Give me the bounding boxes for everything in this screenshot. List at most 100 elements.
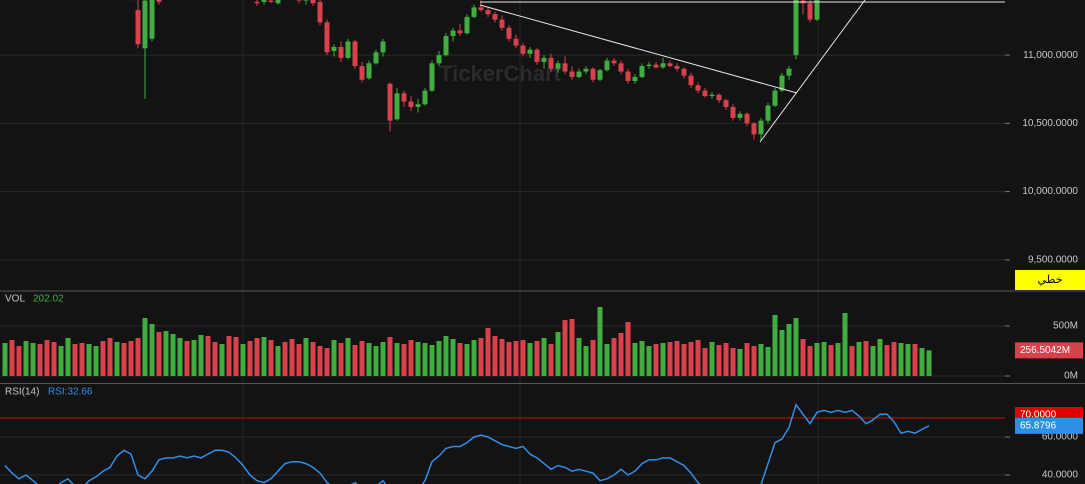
volume-bar xyxy=(779,330,785,376)
volume-bar xyxy=(730,348,736,376)
rsi-subtitle: RSI:32.66 xyxy=(48,387,93,398)
candle-body xyxy=(338,46,344,58)
candle-body xyxy=(520,45,526,54)
volume-bar xyxy=(191,340,197,376)
candle-body xyxy=(541,57,547,62)
volume-bar xyxy=(702,348,708,376)
volume-bar xyxy=(233,337,239,376)
volume-bar xyxy=(408,340,414,376)
volume-bar xyxy=(289,339,295,376)
volume-bar xyxy=(436,341,442,376)
volume-bar xyxy=(835,343,841,376)
volume-bar xyxy=(800,339,806,376)
candle-body xyxy=(751,123,757,135)
level-label: 70.0000 xyxy=(1020,410,1057,421)
volume-bar xyxy=(681,344,687,376)
volume-bar xyxy=(338,343,344,376)
volume-bar xyxy=(142,318,148,376)
candle-body xyxy=(681,68,687,76)
candle-body xyxy=(534,49,540,62)
volume-bar xyxy=(282,342,288,376)
volume-bar xyxy=(387,337,393,376)
candle-body xyxy=(394,93,400,120)
volume-bar xyxy=(891,342,897,376)
volume-bar xyxy=(226,336,232,376)
candle-body xyxy=(478,7,484,11)
volume-bar xyxy=(345,338,351,376)
candle-body xyxy=(436,55,442,64)
volume-bar xyxy=(450,339,456,376)
volume-bar xyxy=(429,345,435,376)
candle-body xyxy=(499,19,505,28)
trend-lines xyxy=(479,0,1005,143)
y-tick-label: 10,500.0000 xyxy=(1022,118,1078,129)
volume-bar xyxy=(863,341,869,376)
volume-bar xyxy=(604,344,610,376)
candle-body xyxy=(786,68,792,76)
volume-bar xyxy=(135,338,141,376)
badge-box xyxy=(1015,270,1085,290)
volume-bar xyxy=(380,342,386,376)
volume-bar xyxy=(513,341,519,376)
volume-bar xyxy=(443,336,449,376)
candle-body xyxy=(156,0,162,2)
candle-body xyxy=(807,3,813,20)
candle-body xyxy=(548,57,554,69)
volume-bar xyxy=(268,340,274,376)
volume-bar xyxy=(688,342,694,376)
value-label: 65.8796 xyxy=(1020,420,1057,431)
volume-bar xyxy=(23,341,29,376)
candle-body xyxy=(457,30,463,34)
volume-bar xyxy=(870,346,876,376)
candle-body xyxy=(590,68,596,80)
candle-body xyxy=(730,106,736,118)
volume-bar xyxy=(394,343,400,376)
candle-body xyxy=(576,71,582,77)
y-tick-label: 10,000.0000 xyxy=(1022,186,1078,197)
volume-bar xyxy=(296,344,302,376)
volume-bar xyxy=(856,342,862,376)
value-label: 256.5042M xyxy=(1020,345,1070,356)
candle-body xyxy=(408,101,414,107)
candle-body xyxy=(779,75,785,91)
candle-body xyxy=(632,76,638,82)
vertical-grid xyxy=(242,0,819,484)
volume-bar xyxy=(457,343,463,376)
volume-bar xyxy=(541,338,547,376)
volume-bar xyxy=(331,340,337,376)
volume-bar xyxy=(422,343,428,376)
candle-body xyxy=(135,10,141,45)
candle-body xyxy=(261,0,267,2)
candle-body xyxy=(527,49,533,54)
volume-bar xyxy=(170,334,176,376)
volume-bar xyxy=(310,342,316,376)
volume-bar xyxy=(660,343,666,376)
candle-body xyxy=(723,100,729,107)
candle-body xyxy=(618,63,624,72)
volume-bar xyxy=(807,346,813,376)
candle-body xyxy=(471,7,477,17)
volume-bar xyxy=(765,347,771,376)
candle-body xyxy=(331,46,337,52)
candle-body xyxy=(373,52,379,64)
volume-bar xyxy=(534,341,540,376)
volume-bar xyxy=(674,341,680,376)
price-pane xyxy=(0,0,1005,261)
volume-bar xyxy=(149,324,155,376)
volume-bar xyxy=(114,342,120,376)
candle-body xyxy=(422,90,428,105)
candle-body xyxy=(303,0,309,1)
volume-bar xyxy=(240,344,246,376)
volume-bar xyxy=(548,344,554,376)
volume-bar xyxy=(51,342,57,376)
trend-line xyxy=(479,4,798,94)
volume-bar xyxy=(261,337,267,376)
volume-bar xyxy=(2,343,8,376)
candle-body xyxy=(443,36,449,56)
candle-body xyxy=(583,68,589,72)
volume-bar xyxy=(415,342,421,376)
candle-body xyxy=(625,71,631,82)
candle-body xyxy=(254,1,260,4)
volume-bar xyxy=(793,318,799,376)
